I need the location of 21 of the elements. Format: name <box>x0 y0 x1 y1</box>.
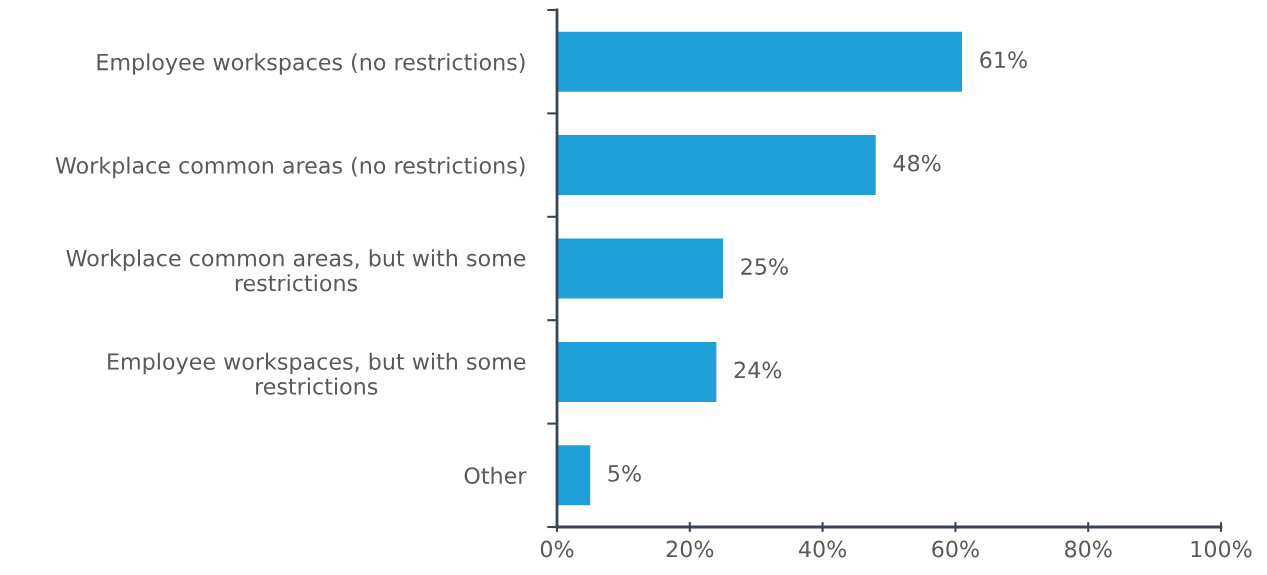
data-label: 48% <box>893 154 941 172</box>
y-tick-label: Workplace common areas, but with some restrictions <box>66 249 526 292</box>
x-tick-label: 20% <box>666 540 714 558</box>
data-label: 25% <box>741 258 788 275</box>
bar <box>557 31 963 92</box>
bar <box>557 135 876 196</box>
y-tick-label: Employee workspaces (no restrictions) <box>97 53 525 75</box>
x-tick-label: 80% <box>1065 540 1112 558</box>
data-label: 5% <box>608 464 641 482</box>
data-label: 24% <box>734 361 782 379</box>
y-tick-label: Other <box>464 466 527 485</box>
x-tick-label: 0% <box>540 540 574 558</box>
y-tick-label: Employee workspaces, but with some restrictions <box>108 352 526 395</box>
data-label: 61% <box>980 51 1027 69</box>
x-tick-label: 100% <box>1191 540 1252 558</box>
bar <box>557 238 723 299</box>
x-tick-label: 60% <box>932 540 979 558</box>
bar <box>557 445 591 506</box>
x-tick-label: 40% <box>798 540 847 558</box>
y-tick-label: Workplace common areas (no restrictions) <box>55 156 525 179</box>
bar <box>557 341 717 402</box>
